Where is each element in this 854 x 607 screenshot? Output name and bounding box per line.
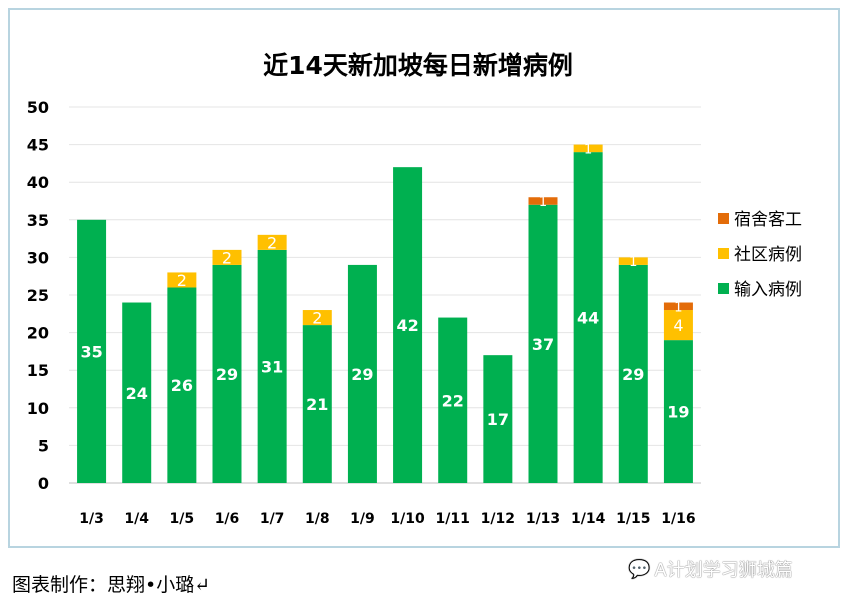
bar-segment-imported [122, 302, 152, 483]
bar-segment-imported [438, 317, 468, 483]
legend-label: 输入病例 [734, 280, 802, 300]
bar-segment-imported [528, 204, 558, 483]
data-label: 21 [306, 395, 328, 414]
y-tick-label: 40 [27, 173, 49, 192]
bar-segment-community [257, 234, 287, 250]
bar-segment-community [618, 257, 648, 265]
y-tick-label: 35 [27, 211, 49, 230]
bar-segment-community [167, 272, 197, 288]
x-tick-label: 1/8 [305, 511, 330, 527]
chart-credit: 图表制作：思翔•小璐↵ [12, 574, 211, 596]
data-label: 2 [267, 234, 277, 253]
y-tick-label: 10 [27, 399, 49, 418]
stacked-bar-chart: 近14天新加坡每日新增病例05101520253035404550351/324… [27, 51, 802, 527]
data-label: 29 [216, 365, 238, 384]
legend-label: 宿舍客工 [734, 210, 802, 230]
x-tick-label: 1/6 [215, 511, 240, 527]
legend-swatch [718, 283, 729, 294]
legend-swatch [718, 213, 729, 224]
x-tick-label: 1/9 [350, 511, 375, 527]
data-label: 35 [80, 342, 102, 361]
chart-title: 近14天新加坡每日新增病例 [263, 51, 573, 80]
x-tick-label: 1/14 [571, 511, 606, 527]
legend-label: 社区病例 [734, 245, 802, 265]
data-label: 1 [584, 142, 592, 157]
data-label: 2 [222, 249, 232, 268]
bar-segment-imported [483, 355, 513, 483]
bar-segment-imported [393, 167, 423, 483]
y-tick-label: 50 [27, 98, 49, 117]
data-label: 1 [539, 195, 547, 210]
data-label: 1 [629, 255, 637, 270]
bar-segment-imported [302, 325, 332, 483]
x-tick-label: 1/13 [526, 511, 560, 527]
y-tick-label: 25 [27, 286, 49, 305]
x-tick-label: 1/5 [170, 511, 195, 527]
bar-segment-imported [167, 287, 197, 483]
data-label: 42 [396, 316, 418, 335]
y-tick-label: 30 [27, 248, 49, 267]
data-label: 26 [171, 376, 193, 395]
watermark: 💬 A计划学习狮城篇 [628, 556, 793, 582]
x-tick-label: 1/15 [616, 511, 650, 527]
x-tick-label: 1/10 [390, 511, 425, 527]
x-tick-label: 1/12 [481, 511, 515, 527]
bar-segment-dormitory [663, 302, 693, 311]
data-label: 44 [577, 309, 599, 328]
bar-segment-community [573, 144, 603, 153]
y-tick-label: 5 [38, 436, 49, 455]
chart-frame: 近14天新加坡每日新增病例 0 5 10 15 20 25 30 35 40 45 50 35 1/3 24… [8, 8, 840, 548]
bar-segment-community [663, 310, 693, 341]
bar-segment-dormitory [528, 197, 558, 205]
legend-swatch [718, 248, 729, 259]
x-tick-label: 1/3 [79, 511, 104, 527]
y-tick-label: 0 [38, 474, 49, 493]
data-label: 4 [673, 316, 683, 335]
bar-segment-imported [347, 264, 377, 483]
data-label: 22 [442, 391, 464, 410]
bar-segment-imported [618, 264, 648, 483]
bar-segment-imported [77, 219, 107, 484]
bar-segment-imported [212, 264, 242, 483]
data-label: 37 [532, 335, 554, 354]
data-label: 19 [667, 403, 689, 422]
data-label: 29 [351, 365, 373, 384]
data-label: 24 [126, 384, 148, 403]
watermark-text: A计划学习狮城篇 [654, 560, 793, 581]
data-label: 2 [312, 309, 322, 328]
data-label: 31 [261, 357, 283, 376]
bar-segment-community [212, 249, 242, 265]
bar-segment-imported [663, 340, 693, 483]
bar-segment-community [302, 310, 332, 326]
x-tick-label: 1/16 [661, 511, 695, 527]
x-tick-label: 1/11 [436, 511, 470, 527]
y-tick-label: 20 [27, 324, 49, 343]
y-tick-label: 15 [27, 361, 49, 380]
bar-segment-imported [573, 152, 603, 483]
bar-segment-imported [257, 249, 287, 483]
x-tick-label: 1/7 [260, 511, 285, 527]
data-label: 1 [674, 300, 682, 315]
x-tick-label: 1/4 [124, 511, 149, 527]
data-label: 2 [177, 271, 187, 290]
y-tick-label: 45 [27, 136, 49, 155]
data-label: 29 [622, 365, 644, 384]
data-label: 17 [487, 410, 509, 429]
wechat-icon: 💬 [628, 558, 651, 580]
